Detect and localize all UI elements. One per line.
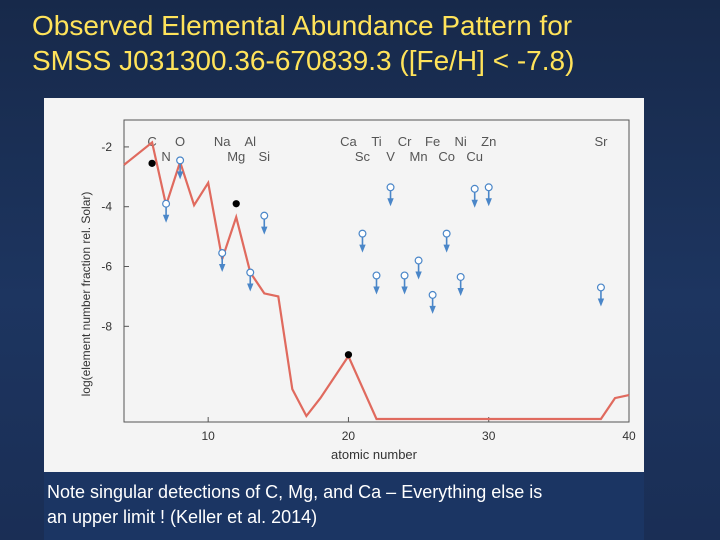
- upper-limit-point: [176, 156, 185, 165]
- upper-limit-point: [246, 268, 255, 277]
- caption-line1: Note singular detections of C, Mg, and C…: [47, 482, 543, 502]
- element-label: Ca: [340, 134, 357, 149]
- x-tick-label: 30: [482, 429, 496, 443]
- caption-line2: an upper limit ! (Keller et al. 2014): [47, 507, 318, 527]
- upper-limit-point: [596, 283, 605, 292]
- element-label: O: [175, 134, 185, 149]
- upper-limit-marker: [400, 271, 409, 295]
- upper-limit-arrow-head: [247, 283, 254, 292]
- upper-limit-point: [162, 199, 171, 208]
- element-label: Cu: [466, 149, 483, 164]
- element-label: N: [161, 149, 170, 164]
- upper-limit-marker: [218, 249, 227, 273]
- detection-point: [344, 351, 353, 359]
- upper-limit-markers: [162, 156, 605, 314]
- chart-panel: -2 -4 -6 -8 10 20 30 40 C N O Na Mg Al Si Ca Sc Ti V Cr Mn…: [44, 98, 644, 472]
- y-tick-label: -2: [101, 140, 112, 154]
- upper-limit-arrow-head: [401, 286, 408, 295]
- upper-limit-arrow-head: [176, 171, 184, 180]
- upper-limit-marker: [358, 229, 367, 253]
- upper-limit-point: [414, 256, 423, 265]
- upper-limit-marker: [176, 156, 185, 180]
- upper-limit-marker: [484, 183, 493, 207]
- upper-limit-marker: [372, 271, 381, 295]
- element-label: Si: [258, 149, 270, 164]
- upper-limit-arrow-head: [387, 198, 394, 207]
- slide-title-line2: SMSS J031300.36-670839.3 ([Fe/H] < -7.8): [32, 45, 575, 76]
- plot-frame: [123, 119, 630, 423]
- element-label: Cr: [398, 134, 412, 149]
- upper-limit-arrow-head: [218, 264, 226, 273]
- element-label: Co: [438, 149, 455, 164]
- upper-limit-point: [358, 229, 367, 238]
- element-label: Mg: [227, 149, 245, 164]
- upper-limit-marker: [442, 229, 451, 253]
- upper-limit-arrow-head: [443, 244, 450, 253]
- upper-limit-point: [386, 183, 395, 192]
- element-label: Ti: [371, 134, 381, 149]
- upper-limit-marker: [428, 290, 437, 314]
- detection-markers: [148, 159, 353, 359]
- upper-limit-point: [260, 211, 269, 220]
- upper-limit-arrow-head: [162, 214, 170, 223]
- detection-point: [148, 159, 156, 167]
- y-axis-ticks: -2 -4 -6 -8: [101, 140, 129, 333]
- upper-limit-point: [470, 184, 479, 193]
- upper-limit-point: [456, 272, 465, 281]
- upper-limit-arrow-head: [597, 298, 605, 307]
- y-tick-label: -4: [101, 200, 112, 214]
- x-axis-ticks: 10 20 30 40: [201, 417, 636, 443]
- y-tick-label: -6: [101, 260, 112, 274]
- upper-limit-point: [484, 183, 493, 192]
- upper-limit-marker: [596, 283, 605, 307]
- upper-limit-arrow-head: [429, 305, 436, 314]
- slide-title: Observed Elemental Abundance Pattern for…: [32, 8, 702, 78]
- slide-caption: Note singular detections of C, Mg, and C…: [47, 480, 687, 530]
- upper-limit-marker: [470, 184, 479, 208]
- element-label: Fe: [425, 134, 440, 149]
- x-tick-label: 20: [342, 429, 356, 443]
- element-label: V: [386, 149, 395, 164]
- upper-limit-point: [372, 271, 381, 280]
- slide-title-line1: Observed Elemental Abundance Pattern for: [32, 10, 573, 41]
- y-axis-label: log(element number fraction rel. Solar): [79, 192, 93, 397]
- detection-point: [232, 200, 240, 208]
- upper-limit-point: [400, 271, 409, 280]
- upper-limit-marker: [246, 268, 255, 292]
- upper-limit-arrow-head: [261, 226, 268, 235]
- upper-limit-arrow-head: [373, 286, 380, 295]
- upper-limit-marker: [260, 211, 269, 235]
- element-label: Na: [214, 134, 231, 149]
- upper-limit-arrow-head: [471, 199, 478, 208]
- upper-limit-marker: [456, 272, 465, 296]
- upper-limit-arrow-head: [359, 244, 366, 253]
- upper-limit-marker: [386, 183, 395, 207]
- element-label: Zn: [481, 134, 496, 149]
- upper-limit-arrow-head: [415, 271, 422, 280]
- y-tick-label: -8: [101, 319, 112, 333]
- x-tick-label: 10: [201, 429, 215, 443]
- element-label: Ni: [455, 134, 467, 149]
- abundance-chart: -2-4-6-8 10 20 30 40 CNO NaMgAlSiCaScTiVCrMn…: [79, 119, 636, 462]
- upper-limit-marker: [414, 256, 423, 280]
- x-axis-label: atomic number: [331, 447, 418, 462]
- caption-box: [44, 472, 644, 540]
- element-label: Al: [244, 134, 256, 149]
- upper-limit-point: [442, 229, 451, 238]
- upper-limit-point: [428, 290, 437, 299]
- element-label: Sr: [594, 134, 608, 149]
- element-label: Sc: [355, 149, 371, 164]
- upper-limit-arrow-head: [457, 287, 464, 296]
- element-label: Mn: [410, 149, 428, 164]
- upper-limit-arrow-head: [485, 198, 492, 207]
- x-tick-label: 40: [622, 429, 636, 443]
- upper-limit-marker: [162, 199, 171, 223]
- upper-limit-point: [218, 249, 227, 258]
